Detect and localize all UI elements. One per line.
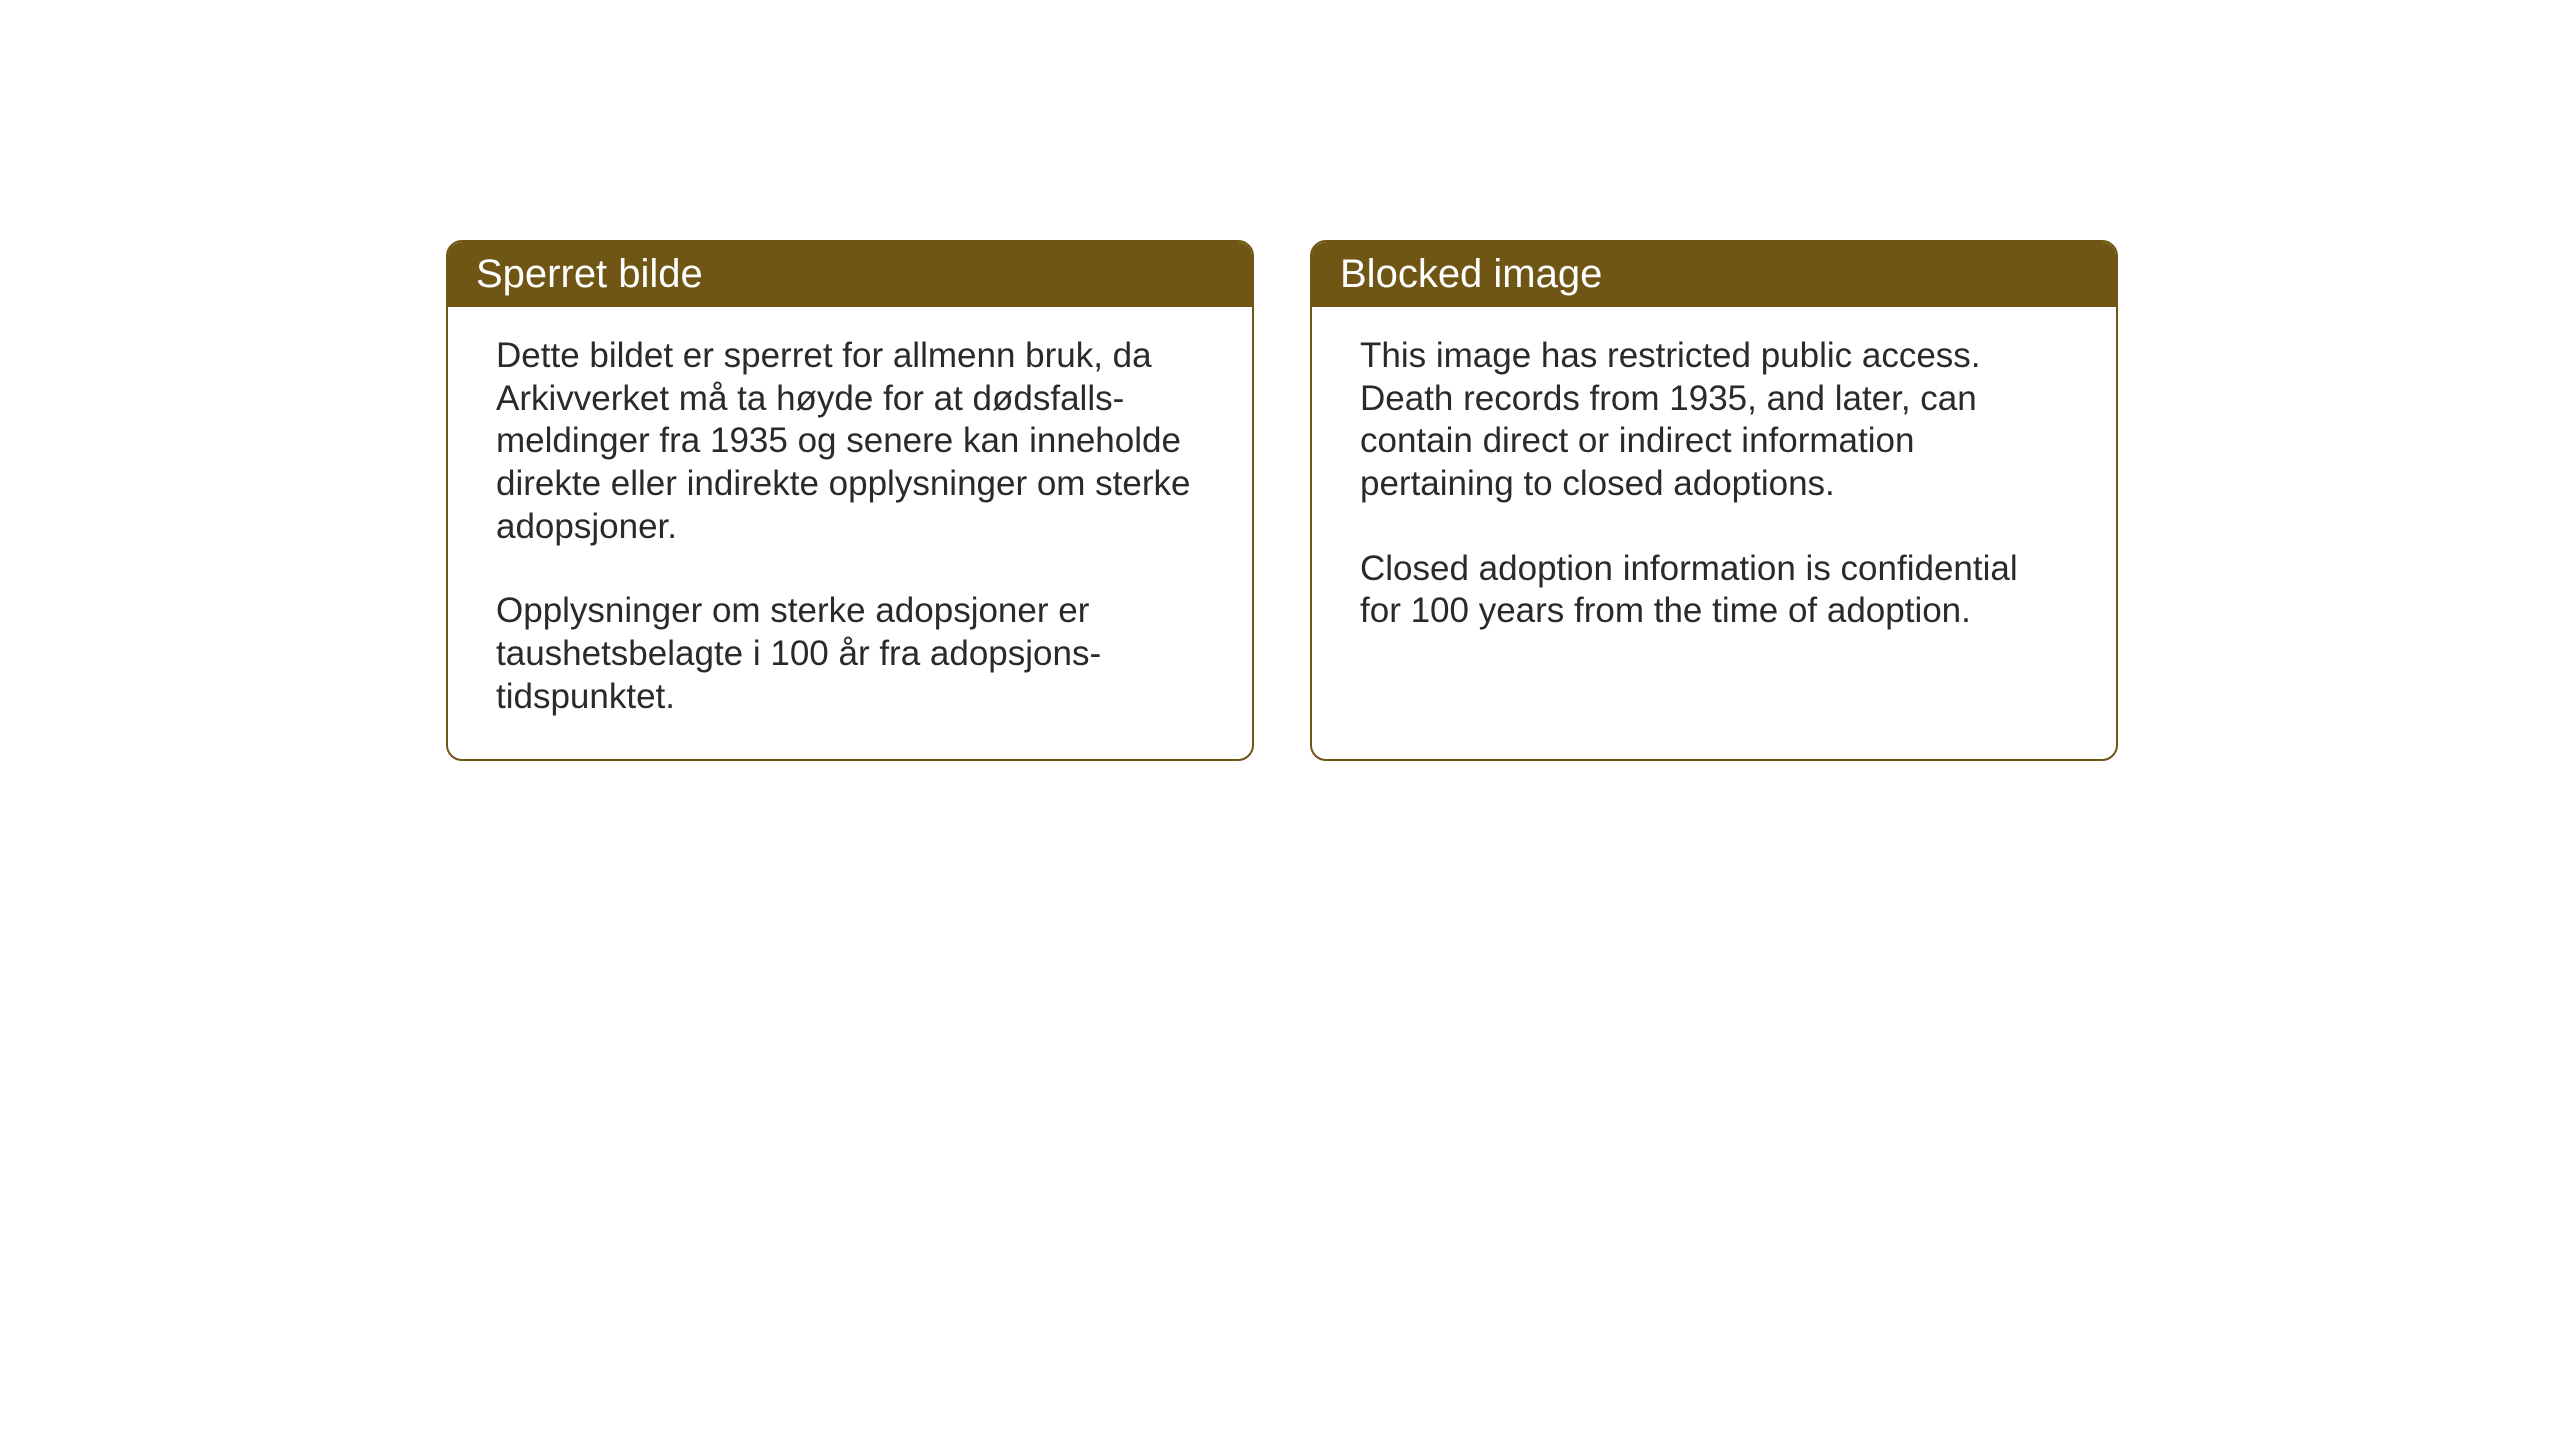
english-card-title: Blocked image xyxy=(1312,242,2116,307)
english-paragraph-1: This image has restricted public access.… xyxy=(1360,335,2068,506)
norwegian-paragraph-1: Dette bildet er sperret for allmenn bruk… xyxy=(496,335,1204,548)
norwegian-card-title: Sperret bilde xyxy=(448,242,1252,307)
norwegian-card: Sperret bilde Dette bildet er sperret fo… xyxy=(446,240,1254,761)
norwegian-paragraph-2: Opplysninger om sterke adopsjoner er tau… xyxy=(496,590,1204,718)
english-paragraph-2: Closed adoption information is confident… xyxy=(1360,548,2068,633)
norwegian-card-body: Dette bildet er sperret for allmenn bruk… xyxy=(448,307,1252,759)
english-card-body: This image has restricted public access.… xyxy=(1312,307,2116,752)
card-container: Sperret bilde Dette bildet er sperret fo… xyxy=(446,240,2118,761)
english-card: Blocked image This image has restricted … xyxy=(1310,240,2118,761)
